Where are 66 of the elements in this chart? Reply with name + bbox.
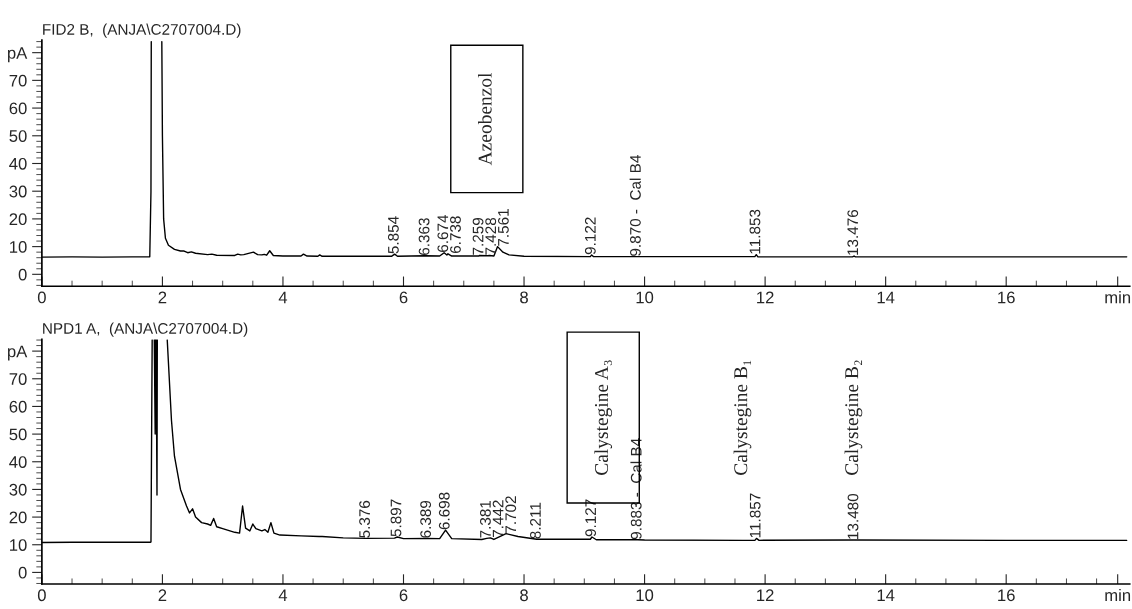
y-tick-label: 70: [9, 373, 27, 385]
annotation: Calystegine A₃: [594, 360, 613, 475]
annotation: 5.376: [359, 500, 370, 538]
x-tick-label: 12: [757, 291, 774, 304]
annotation: 9.870 - Cal B4: [629, 155, 641, 256]
chart-title: FID2 B, (ANJA\C2707004.D): [43, 23, 241, 38]
annotation: 11.857: [749, 493, 761, 538]
annotation: 5.897: [390, 499, 402, 537]
x-tick-label: 8: [520, 291, 528, 304]
y-tick-label: 0: [18, 268, 27, 281]
annotation: Azeobenzol: [478, 72, 492, 166]
x-tick-label: min: [1105, 588, 1131, 601]
annotation: 6.674: [437, 214, 449, 252]
y-tick-label: pA: [7, 47, 28, 63]
annotation: 13.480: [847, 493, 859, 539]
x-tick-label: 2: [158, 589, 167, 601]
annotation: 6.363: [418, 218, 430, 255]
y-tick-label: 30: [9, 185, 27, 198]
x-tick-label: 16: [998, 291, 1015, 304]
y-tick-label: 70: [9, 74, 27, 87]
annotation: 13.476: [847, 209, 859, 255]
y-tick-label: 50: [9, 428, 27, 441]
y-tick-label: 50: [9, 130, 27, 142]
x-tick-label: 6: [399, 291, 408, 304]
x-tick-label: min: [1105, 291, 1131, 304]
annotation: 6.738: [450, 216, 461, 254]
y-tick-label: 10: [10, 539, 27, 551]
y-tick-label: 60: [9, 102, 27, 115]
y-tick-label: pA: [7, 345, 28, 361]
x-tick-label: 10: [636, 291, 654, 304]
x-tick-label: 0: [37, 589, 46, 602]
x-tick-label: 6: [399, 589, 408, 602]
y-tick-label: 40: [9, 157, 27, 170]
y-tick-label: 30: [9, 483, 27, 496]
annotation: 9.127: [585, 499, 597, 537]
y-tick-label: 20: [9, 511, 27, 524]
x-tick-label: 0: [37, 291, 46, 304]
x-tick-label: 4: [278, 589, 288, 601]
annotation: 9.122: [584, 217, 596, 255]
x-tick-label: 2: [158, 291, 167, 304]
annotation: Calystegine B₂: [844, 360, 863, 475]
annotation: 7.428: [485, 217, 497, 255]
annotation: 7.442: [492, 500, 504, 538]
annotation: 5.854: [387, 216, 399, 254]
chart-title: NPD1 A, (ANJA\C2707004.D): [43, 322, 248, 337]
x-tick-label: 12: [757, 589, 774, 601]
annotation: 6.698: [438, 492, 450, 530]
annotation: 7.702: [505, 496, 517, 533]
x-tick-label: 4: [278, 291, 288, 304]
y-tick-label: 60: [9, 400, 27, 413]
annotation: 6.389: [420, 500, 432, 538]
y-tick-label: 40: [9, 456, 27, 468]
y-tick-label: 10: [10, 241, 27, 253]
annotation: 7.259: [472, 217, 484, 255]
x-tick-label: 16: [998, 589, 1015, 602]
x-tick-label: 14: [877, 291, 895, 304]
annotation: Calystegine B₁: [733, 360, 752, 475]
annotation: 8.211: [530, 502, 541, 539]
annotation: 11.853: [749, 209, 761, 254]
annotation: 7.381: [480, 500, 491, 538]
x-tick-label: 8: [520, 589, 528, 602]
y-tick-label: 20: [9, 213, 27, 226]
x-tick-label: 10: [636, 589, 654, 602]
annotation: 7.561: [497, 209, 509, 246]
y-tick-label: 0: [18, 566, 27, 579]
x-tick-label: 14: [877, 589, 895, 601]
